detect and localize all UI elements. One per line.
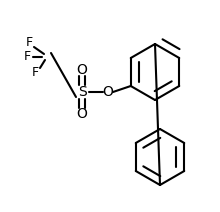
Text: S: S [78, 85, 86, 99]
Text: O: O [77, 107, 87, 121]
Text: F: F [31, 67, 38, 80]
Text: F: F [26, 36, 33, 49]
Text: O: O [103, 85, 114, 99]
Text: F: F [24, 50, 31, 64]
Text: O: O [77, 63, 87, 77]
